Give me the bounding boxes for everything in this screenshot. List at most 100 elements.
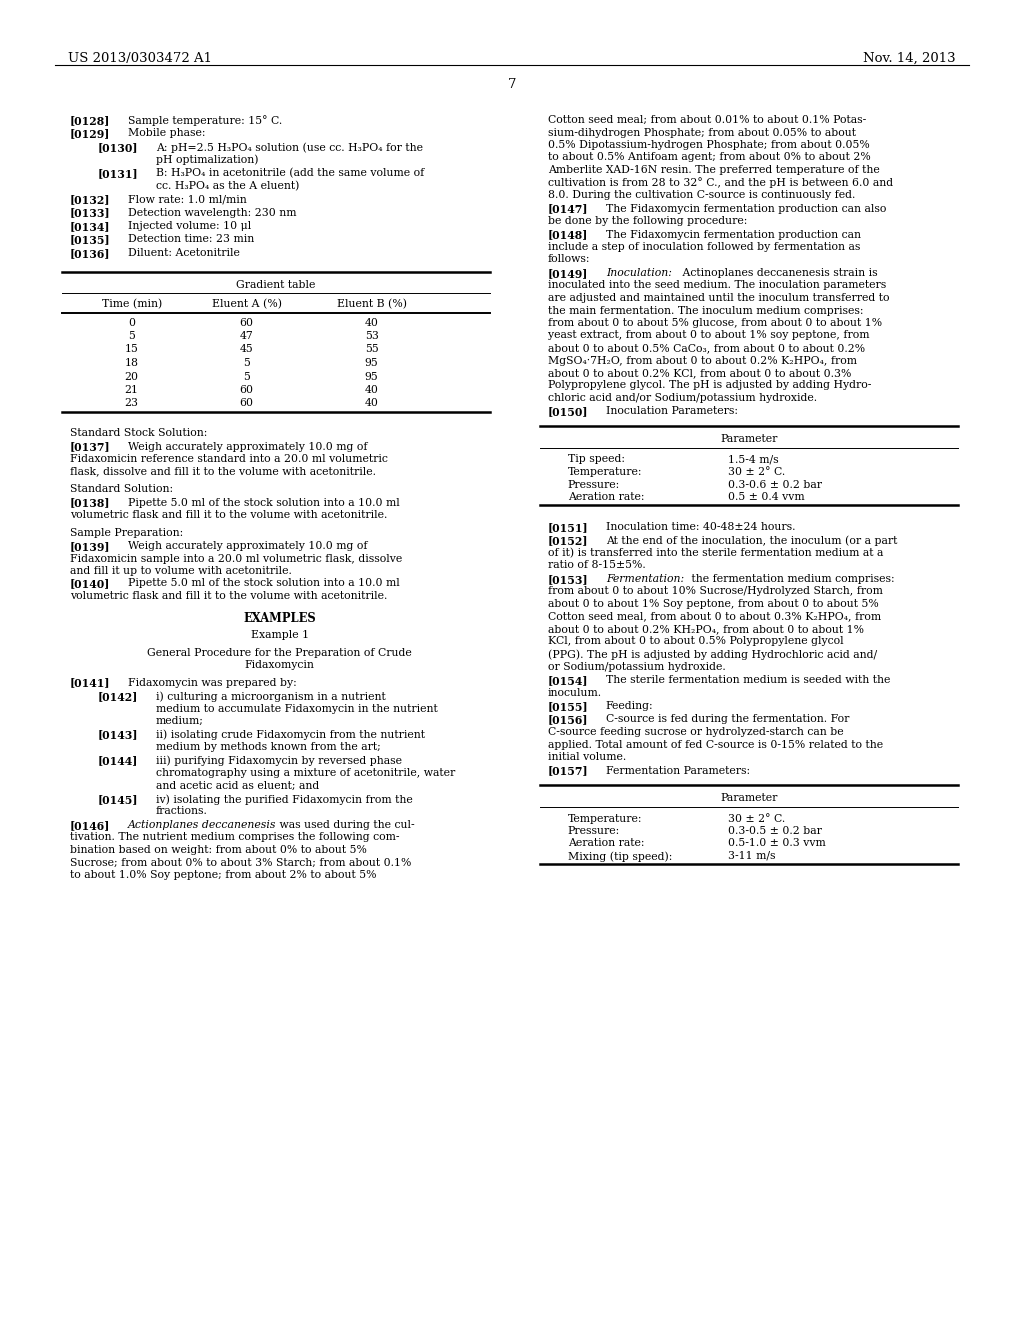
Text: 0.5 ± 0.4 vvm: 0.5 ± 0.4 vvm — [728, 492, 805, 502]
Text: Eluent A (%): Eluent A (%) — [212, 300, 282, 309]
Text: 0.5-1.0 ± 0.3 vvm: 0.5-1.0 ± 0.3 vvm — [728, 838, 825, 849]
Text: 55: 55 — [365, 345, 379, 355]
Text: General Procedure for the Preparation of Crude: General Procedure for the Preparation of… — [147, 648, 413, 657]
Text: medium;: medium; — [156, 715, 204, 726]
Text: pH optimalization): pH optimalization) — [156, 154, 258, 165]
Text: Cotton seed meal, from about 0 to about 0.3% K₂HPO₄, from: Cotton seed meal, from about 0 to about … — [548, 611, 881, 622]
Text: Tip speed:: Tip speed: — [568, 454, 625, 465]
Text: Cotton seed meal; from about 0.01% to about 0.1% Potas-: Cotton seed meal; from about 0.01% to ab… — [548, 115, 866, 125]
Text: iv) isolating the purified Fidaxomycin from the: iv) isolating the purified Fidaxomycin f… — [156, 795, 413, 805]
Text: 0.3-0.5 ± 0.2 bar: 0.3-0.5 ± 0.2 bar — [728, 826, 821, 836]
Text: The Fidaxomycin fermentation production can: The Fidaxomycin fermentation production … — [606, 230, 861, 239]
Text: MgSO₄·7H₂O, from about 0 to about 0.2% K₂HPO₄, from: MgSO₄·7H₂O, from about 0 to about 0.2% K… — [548, 355, 857, 366]
Text: 5: 5 — [243, 371, 250, 381]
Text: Feeding:: Feeding: — [606, 701, 653, 711]
Text: [0132]: [0132] — [70, 194, 111, 205]
Text: 5: 5 — [128, 331, 135, 341]
Text: Sample temperature: 15° C.: Sample temperature: 15° C. — [128, 115, 282, 125]
Text: Detection wavelength: 230 nm: Detection wavelength: 230 nm — [128, 207, 296, 218]
Text: from about 0 to about 5% glucose, from about 0 to about 1%: from about 0 to about 5% glucose, from a… — [548, 318, 882, 327]
Text: Fermentation Parameters:: Fermentation Parameters: — [606, 766, 750, 776]
Text: 3-11 m/s: 3-11 m/s — [728, 851, 775, 861]
Text: or Sodium/potassium hydroxide.: or Sodium/potassium hydroxide. — [548, 661, 726, 672]
Text: [0131]: [0131] — [97, 168, 138, 180]
Text: Gradient table: Gradient table — [237, 280, 315, 289]
Text: At the end of the inoculation, the inoculum (or a part: At the end of the inoculation, the inocu… — [606, 536, 897, 546]
Text: 0.5% Dipotassium-hydrogen Phosphate; from about 0.05%: 0.5% Dipotassium-hydrogen Phosphate; fro… — [548, 140, 869, 150]
Text: medium by methods known from the art;: medium by methods known from the art; — [156, 742, 380, 752]
Text: from about 0 to about 10% Sucrose/Hydrolyzed Starch, from: from about 0 to about 10% Sucrose/Hydrol… — [548, 586, 883, 597]
Text: applied. Total amount of fed C-source is 0-15% related to the: applied. Total amount of fed C-source is… — [548, 739, 883, 750]
Text: Eluent B (%): Eluent B (%) — [337, 300, 407, 309]
Text: Temperature:: Temperature: — [568, 813, 642, 824]
Text: Actionplanes deccanenesis: Actionplanes deccanenesis — [128, 820, 276, 830]
Text: bination based on weight: from about 0% to about 5%: bination based on weight: from about 0% … — [70, 845, 367, 855]
Text: fractions.: fractions. — [156, 807, 208, 817]
Text: 0.3-0.6 ± 0.2 bar: 0.3-0.6 ± 0.2 bar — [728, 479, 822, 490]
Text: Mobile phase:: Mobile phase: — [128, 128, 205, 139]
Text: and fill it up to volume with acetonitrile.: and fill it up to volume with acetonitri… — [70, 566, 292, 576]
Text: to about 0.5% Antifoam agent; from about 0% to about 2%: to about 0.5% Antifoam agent; from about… — [548, 153, 870, 162]
Text: 7: 7 — [508, 78, 516, 91]
Text: inoculated into the seed medium. The inoculation parameters: inoculated into the seed medium. The ino… — [548, 281, 886, 290]
Text: (PPG). The pH is adjusted by adding Hydrochloric acid and/: (PPG). The pH is adjusted by adding Hydr… — [548, 649, 877, 660]
Text: 20: 20 — [125, 371, 138, 381]
Text: Sample Preparation:: Sample Preparation: — [70, 528, 183, 537]
Text: Pipette 5.0 ml of the stock solution into a 10.0 ml: Pipette 5.0 ml of the stock solution int… — [128, 498, 399, 507]
Text: Fidaxomicin sample into a 20.0 ml volumetric flask, dissolve: Fidaxomicin sample into a 20.0 ml volume… — [70, 553, 401, 564]
Text: US 2013/0303472 A1: US 2013/0303472 A1 — [68, 51, 212, 65]
Text: [0129]: [0129] — [70, 128, 110, 140]
Text: [0137]: [0137] — [70, 441, 111, 453]
Text: inoculum.: inoculum. — [548, 688, 602, 697]
Text: Flow rate: 1.0 ml/min: Flow rate: 1.0 ml/min — [128, 194, 247, 205]
Text: [0140]: [0140] — [70, 578, 110, 590]
Text: 60: 60 — [240, 385, 254, 395]
Text: C-source is fed during the fermentation. For: C-source is fed during the fermentation.… — [606, 714, 849, 725]
Text: Fidaxomycin: Fidaxomycin — [245, 660, 314, 671]
Text: about 0 to about 0.2% KCl, from about 0 to about 0.3%: about 0 to about 0.2% KCl, from about 0 … — [548, 368, 851, 378]
Text: 47: 47 — [240, 331, 254, 341]
Text: Actinoplanes deccanenesis strain is: Actinoplanes deccanenesis strain is — [679, 268, 878, 279]
Text: 21: 21 — [125, 385, 138, 395]
Text: about 0 to about 1% Soy peptone, from about 0 to about 5%: about 0 to about 1% Soy peptone, from ab… — [548, 599, 879, 609]
Text: Inoculation:: Inoculation: — [606, 268, 672, 279]
Text: [0154]: [0154] — [548, 675, 589, 686]
Text: Injected volume: 10 μl: Injected volume: 10 μl — [128, 220, 251, 231]
Text: Standard Solution:: Standard Solution: — [70, 484, 173, 494]
Text: Fermentation:: Fermentation: — [606, 574, 684, 583]
Text: about 0 to about 0.2% KH₂PO₄, from about 0 to about 1%: about 0 to about 0.2% KH₂PO₄, from about… — [548, 624, 864, 634]
Text: EXAMPLES: EXAMPLES — [244, 612, 316, 626]
Text: [0152]: [0152] — [548, 536, 589, 546]
Text: 40: 40 — [365, 399, 379, 408]
Text: 53: 53 — [365, 331, 379, 341]
Text: [0136]: [0136] — [70, 248, 111, 259]
Text: Weigh accurately approximately 10.0 mg of: Weigh accurately approximately 10.0 mg o… — [128, 541, 368, 550]
Text: [0134]: [0134] — [70, 220, 111, 232]
Text: [0135]: [0135] — [70, 235, 111, 246]
Text: Inoculation time: 40-48±24 hours.: Inoculation time: 40-48±24 hours. — [606, 521, 796, 532]
Text: [0133]: [0133] — [70, 207, 111, 219]
Text: the fermentation medium comprises:: the fermentation medium comprises: — [688, 574, 895, 583]
Text: of it) is transferred into the sterile fermentation medium at a: of it) is transferred into the sterile f… — [548, 548, 884, 558]
Text: Temperature:: Temperature: — [568, 467, 642, 477]
Text: [0144]: [0144] — [97, 755, 138, 767]
Text: cultivation is from 28 to 32° C., and the pH is between 6.0 and: cultivation is from 28 to 32° C., and th… — [548, 177, 893, 189]
Text: [0157]: [0157] — [548, 766, 589, 776]
Text: The Fidaxomycin fermentation production can also: The Fidaxomycin fermentation production … — [606, 203, 886, 214]
Text: 15: 15 — [125, 345, 138, 355]
Text: 8.0. During the cultivation C-source is continuously fed.: 8.0. During the cultivation C-source is … — [548, 190, 855, 201]
Text: sium-dihydrogen Phosphate; from about 0.05% to about: sium-dihydrogen Phosphate; from about 0.… — [548, 128, 856, 137]
Text: [0149]: [0149] — [548, 268, 588, 279]
Text: [0138]: [0138] — [70, 498, 111, 508]
Text: volumetric flask and fill it to the volume with acetonitrile.: volumetric flask and fill it to the volu… — [70, 510, 387, 520]
Text: B: H₃PO₄ in acetonitrile (add the same volume of: B: H₃PO₄ in acetonitrile (add the same v… — [156, 168, 424, 178]
Text: the main fermentation. The inoculum medium comprises:: the main fermentation. The inoculum medi… — [548, 305, 863, 315]
Text: tivation. The nutrient medium comprises the following com-: tivation. The nutrient medium comprises … — [70, 833, 399, 842]
Text: and acetic acid as eluent; and: and acetic acid as eluent; and — [156, 780, 318, 791]
Text: chromatography using a mixture of acetonitrile, water: chromatography using a mixture of aceton… — [156, 768, 455, 777]
Text: Pressure:: Pressure: — [568, 826, 621, 836]
Text: 30 ± 2° C.: 30 ± 2° C. — [728, 813, 785, 824]
Text: Standard Stock Solution:: Standard Stock Solution: — [70, 428, 207, 438]
Text: Mixing (tip speed):: Mixing (tip speed): — [568, 851, 672, 862]
Text: [0151]: [0151] — [548, 521, 589, 533]
